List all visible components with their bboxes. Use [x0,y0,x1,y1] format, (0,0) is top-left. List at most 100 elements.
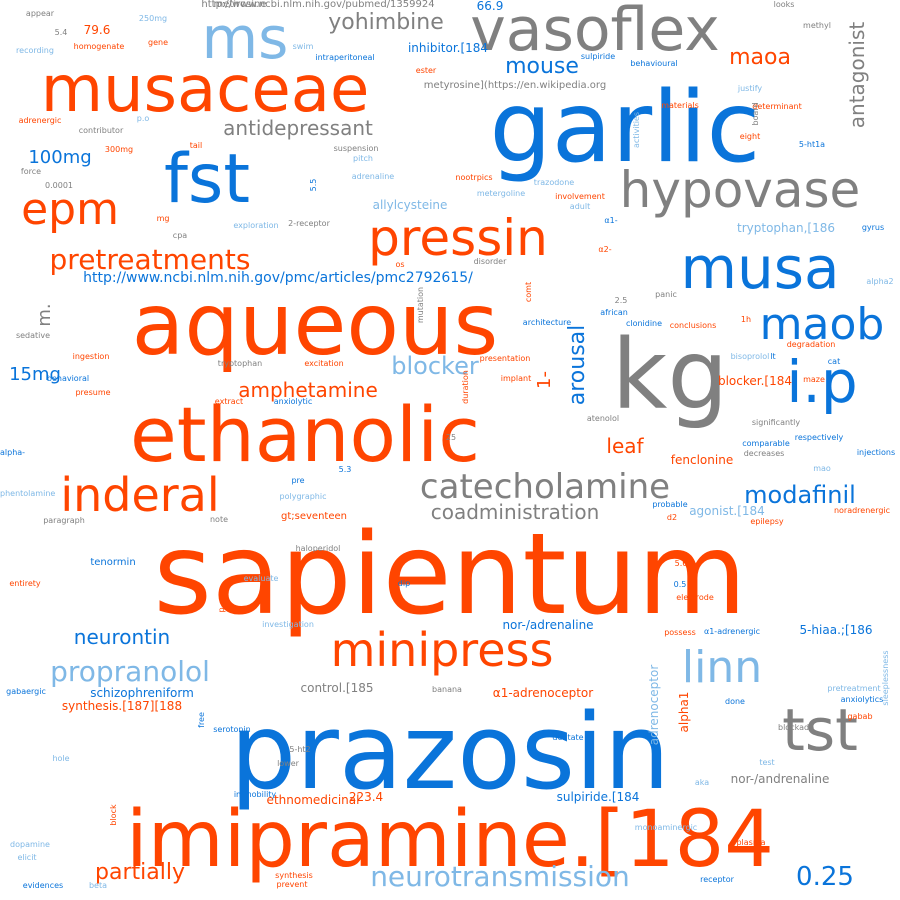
cloud-word: investigation [262,620,314,629]
cloud-word: injections [856,448,896,457]
cloud-word: gt;seventeen [281,511,347,522]
cloud-word: d2 [666,513,678,522]
cloud-word: nor-/andrenaline [730,772,830,786]
cloud-word: force [20,167,42,176]
cloud-word: 2-receptor [288,219,330,228]
cloud-word: gabaergic [6,687,46,696]
cloud-word: haloperidol [295,544,341,553]
cloud-word: epm [21,184,119,235]
cloud-word: involvement [555,192,605,201]
cloud-word: note [209,515,229,524]
cloud-word: adrenergic [18,116,62,125]
cloud-word: noradrenergic [833,506,891,515]
cloud-word: contributor [78,126,124,135]
cloud-word: 25 [445,433,457,442]
cloud-word: coadministration [430,500,600,524]
cloud-word: pretreatment [827,684,881,693]
cloud-word: fst [163,140,251,219]
cloud-word: mutation [416,286,425,324]
cloud-word: 1- [534,371,555,389]
cloud-word: antidepressant [223,116,373,140]
cloud-word: 0.5 [673,580,687,589]
cloud-word: α2- [598,245,612,254]
cloud-word: leaf [606,434,644,458]
cloud-word: disorder [473,257,507,266]
cloud-word: pitch [353,154,373,163]
cloud-word: sulpiride.[184 [556,790,640,804]
cloud-word: panic [655,290,677,299]
cloud-word: receptor [700,875,734,884]
cloud-word: α1- [604,216,618,225]
cloud-word: metirosine [213,0,267,10]
cloud-word: 5.6 [674,559,688,568]
cloud-word: polygraphic [279,492,327,501]
cloud-word: determinant [752,102,802,111]
cloud-word: mouse [505,54,579,79]
cloud-word: serotonin [213,725,251,734]
cloud-word: maob [759,299,885,350]
cloud-word: catecholamine [419,467,671,507]
cloud-word: aqueous [131,275,499,375]
cloud-word: appear [25,9,55,18]
cloud-word: conclusions [669,321,717,330]
cloud-word: 5.5 [309,178,318,192]
cloud-word: immobility [233,790,277,799]
cloud-word: tst [782,696,858,764]
cloud-word: 5.3 [338,465,352,474]
cloud-word: block [109,804,118,826]
cloud-word: swim [292,42,314,51]
cloud-word: presume [75,388,111,397]
cloud-word: α1-adrenoceptor [492,686,594,700]
cloud-word: gyrus [861,223,885,232]
cloud-word: monoaminergic [634,823,698,832]
cloud-word: alpha1 [677,691,691,733]
cloud-word: 2.5 [614,296,628,305]
cloud-word: evaluate [243,574,279,583]
cloud-word: justify [737,84,763,93]
cloud-word: ethnomedicinal [266,793,360,807]
cloud-word: fenclonine [670,453,734,467]
cloud-word: adrenoceptor [647,664,661,746]
cloud-word: gene [148,38,168,47]
cloud-word: p [217,607,226,613]
cloud-word: http://www.ncbi.nlm.nih.gov/pubmed/13599… [201,0,435,10]
cloud-word: tenormin [90,557,136,568]
cloud-word: comparable [742,439,790,448]
cloud-word: vasoflex [470,0,720,65]
cloud-word: minipress [330,623,554,677]
cloud-word: probable [652,500,688,509]
cloud-word: lt [770,352,776,361]
cloud-word: lower [277,759,299,768]
cloud-word: ingestion [72,352,110,361]
cloud-word: prazosin [230,691,670,813]
cloud-word: 250mg [138,14,168,23]
cloud-word: agonist.[184 [689,504,765,518]
cloud-word: cat [827,357,841,366]
cloud-word: blockade [778,723,814,732]
cloud-word: tail [189,141,203,150]
cloud-word: musaceae [40,53,370,127]
cloud-word: adrenaline [351,172,395,181]
cloud-word: maoa [729,45,791,70]
cloud-word: dip [397,579,411,588]
cloud-word: garlic [489,71,761,185]
cloud-word: synthesis [275,871,313,880]
cloud-word: epilepsy [750,517,784,526]
cloud-word: clonidine [625,319,663,328]
cloud-word: os [395,260,405,269]
cloud-word: control.[185 [300,681,374,695]
cloud-word: sulpiride [580,52,616,61]
cloud-word: i.p [786,348,858,416]
cloud-word: http://www.ncbi.nlm.nih.gov/pmc/articles… [83,270,473,286]
cloud-word: allylcysteine [372,198,448,212]
cloud-word: inderal [60,468,220,522]
cloud-word: propranolol [50,655,210,688]
cloud-word: entirety [9,579,41,588]
cloud-word: antagonist [845,21,869,129]
cloud-word: pre [291,476,305,485]
cloud-word: plasma [736,838,766,847]
cloud-word: prevent [276,880,308,889]
cloud-word: partially [95,860,185,885]
cloud-word: ms [201,4,289,72]
